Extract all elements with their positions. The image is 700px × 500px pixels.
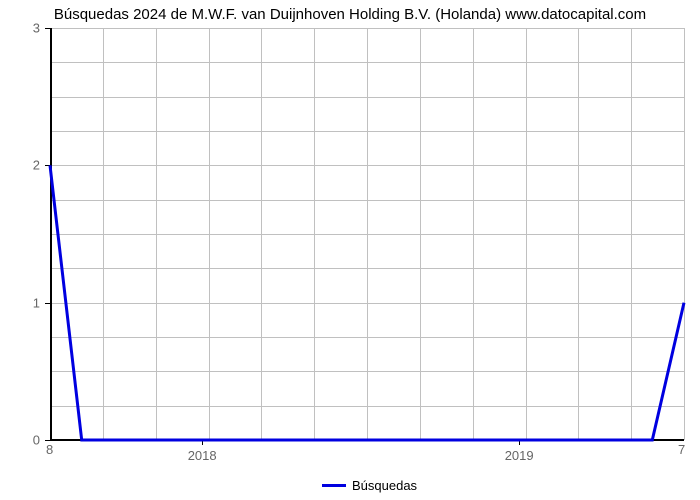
gridline-v — [684, 28, 685, 440]
legend-swatch — [322, 484, 346, 487]
y-tick — [45, 440, 50, 441]
series-line — [50, 28, 684, 440]
chart-title: Búsquedas 2024 de M.W.F. van Duijnhoven … — [0, 6, 700, 23]
plot-area: 01232018201987 — [50, 28, 684, 440]
chart-container: Búsquedas 2024 de M.W.F. van Duijnhoven … — [0, 0, 700, 500]
x-corner-left: 8 — [46, 442, 53, 457]
legend: Búsquedas — [322, 478, 417, 493]
x-corner-right: 7 — [678, 442, 685, 457]
legend-label: Búsquedas — [352, 478, 417, 493]
